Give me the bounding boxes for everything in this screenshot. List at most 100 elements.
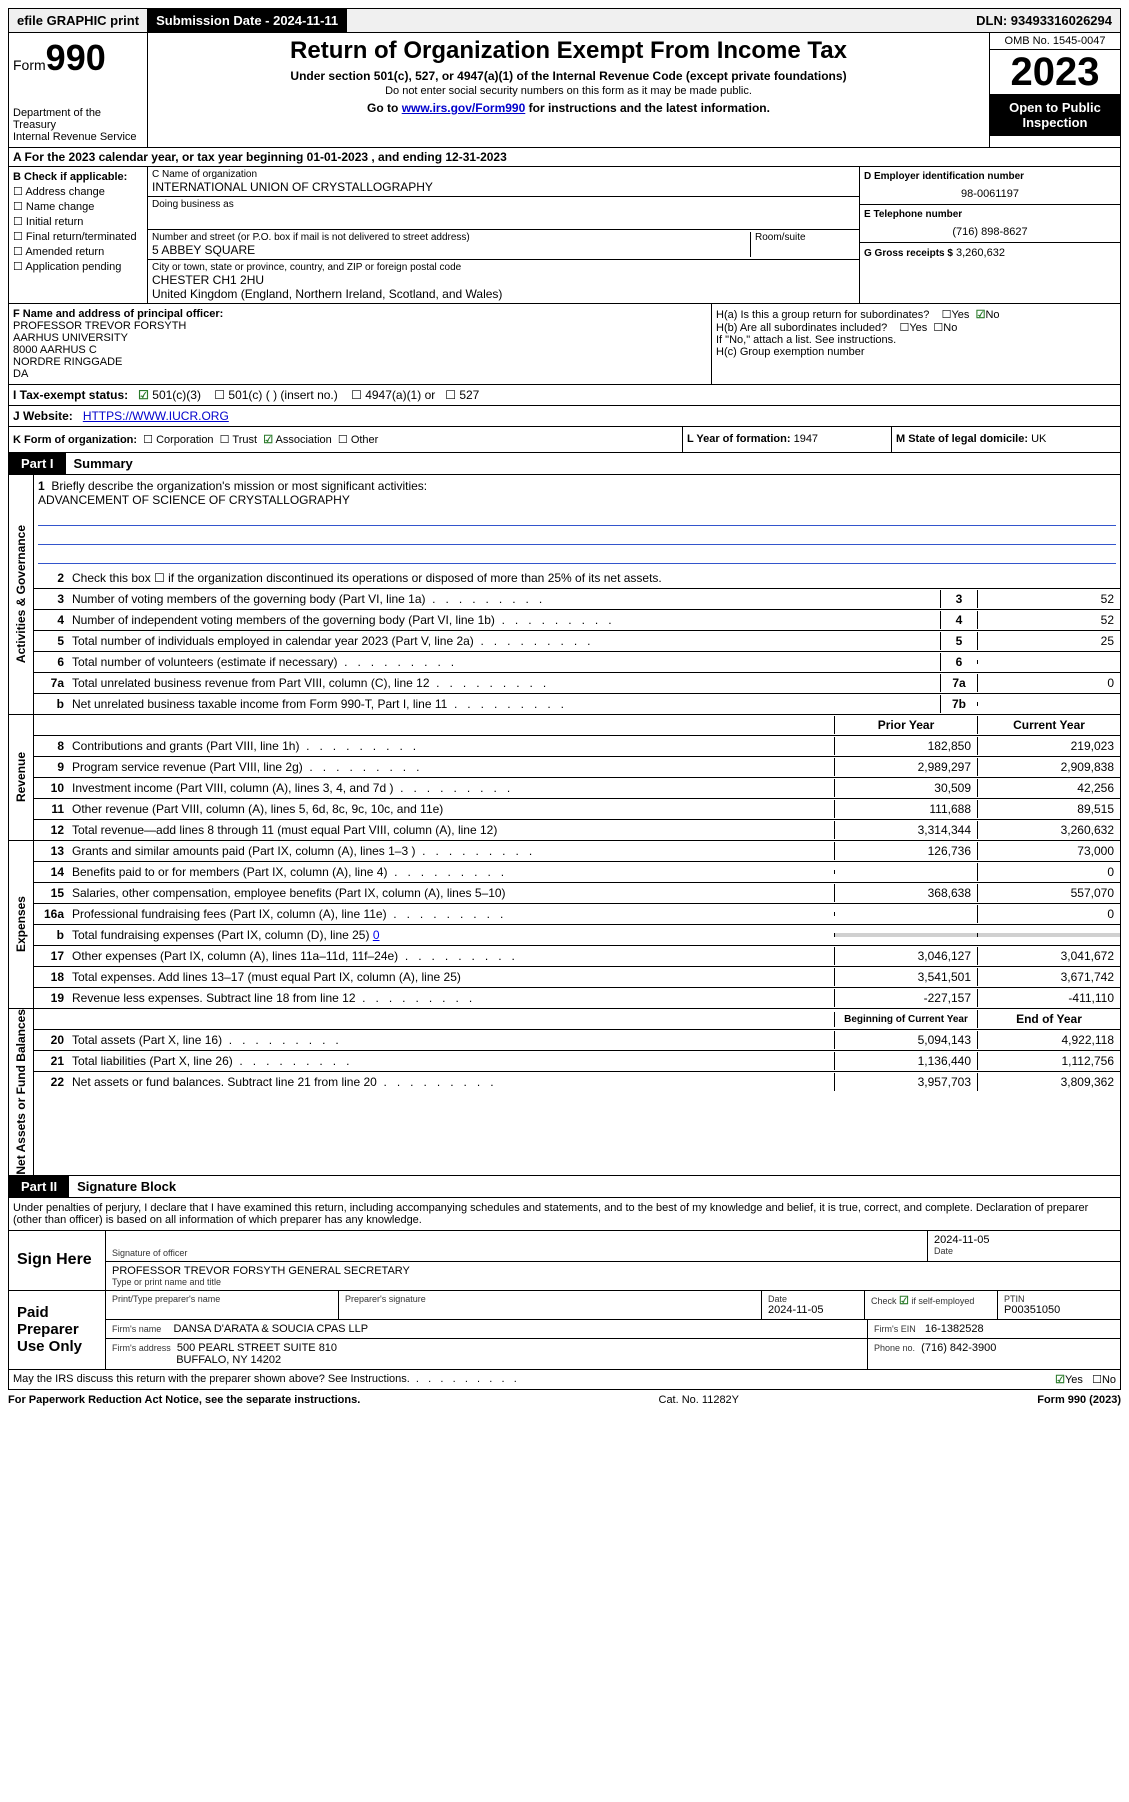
- line-7b: bNet unrelated business taxable income f…: [34, 694, 1120, 714]
- line-14-text: Benefits paid to or for members (Part IX…: [72, 865, 387, 879]
- line-17-prior: 3,046,127: [834, 947, 977, 965]
- opt-trust[interactable]: Trust: [232, 434, 257, 446]
- chk-final-return[interactable]: Final return/terminated: [13, 230, 143, 243]
- line-11-text: Other revenue (Part VIII, column (A), li…: [72, 802, 443, 816]
- top-bar: efile GRAPHIC print Submission Date - 20…: [8, 8, 1121, 33]
- revenue-header-row: Prior Year Current Year: [34, 715, 1120, 736]
- opt-association[interactable]: Association: [276, 434, 332, 446]
- paid-body: Print/Type preparer's name Preparer's si…: [106, 1291, 1120, 1369]
- line-22-prior: 3,957,703: [834, 1073, 977, 1091]
- line-13-prior: 126,736: [834, 842, 977, 860]
- officer-line-3: 8000 AARHUS C: [13, 344, 707, 356]
- line-13-text: Grants and similar amounts paid (Part IX…: [72, 844, 415, 858]
- officer-line-1: PROFESSOR TREVOR FORSYTH: [13, 320, 707, 332]
- header-center: Return of Organization Exempt From Incom…: [148, 33, 989, 147]
- mission-label: Briefly describe the organization's miss…: [51, 479, 427, 493]
- sig-name-value: PROFESSOR TREVOR FORSYTH GENERAL SECRETA…: [112, 1265, 1114, 1277]
- checkmark-icon: ☑: [138, 388, 149, 402]
- address-label: Number and street (or P.O. box if mail i…: [152, 232, 750, 243]
- goto-link[interactable]: www.irs.gov/Form990: [402, 101, 526, 115]
- header-right: OMB No. 1545-0047 2023 Open to Public In…: [989, 33, 1120, 147]
- opt-corporation[interactable]: Corporation: [156, 434, 213, 446]
- opt-4947[interactable]: 4947(a)(1) or: [365, 388, 435, 402]
- line-16a-prior: [834, 912, 977, 916]
- line-16b-text: Total fundraising expenses (Part IX, col…: [72, 928, 373, 942]
- line-16a-curr: 0: [977, 905, 1120, 923]
- sig-officer: Signature of officer: [106, 1231, 928, 1261]
- hb-no[interactable]: No: [943, 322, 957, 334]
- ha-no[interactable]: No: [985, 309, 999, 321]
- line-7b-text: Net unrelated business taxable income fr…: [72, 697, 447, 711]
- revenue-body: Prior Year Current Year 8Contributions a…: [34, 715, 1120, 840]
- firm-phone-value: (716) 842-3900: [921, 1342, 996, 1354]
- sig-row-1: Signature of officer 2024-11-05 Date: [106, 1231, 1120, 1262]
- officer-line-4: NORDRE RINGGADE: [13, 356, 707, 368]
- block-bcd: B Check if applicable: Address change Na…: [8, 167, 1121, 304]
- preparer-date-label: Date: [768, 1294, 858, 1304]
- chk-address-change[interactable]: Address change: [13, 185, 143, 198]
- preparer-sig-label: Preparer's signature: [345, 1294, 755, 1304]
- dept-treasury: Department of the Treasury: [13, 107, 143, 131]
- ha-row: H(a) Is this a group return for subordin…: [716, 308, 1116, 321]
- form-990: 990: [46, 37, 106, 78]
- part-1-header: Part I Summary: [8, 453, 1121, 475]
- group-return-block: H(a) Is this a group return for subordin…: [711, 304, 1120, 384]
- tel-label: E Telephone number: [864, 209, 1116, 220]
- paid-preparer-label: Paid Preparer Use Only: [9, 1291, 106, 1369]
- line-10-curr: 42,256: [977, 779, 1120, 797]
- gross-label: G Gross receipts $: [864, 248, 953, 259]
- line-21-text: Total liabilities (Part X, line 26): [72, 1054, 233, 1068]
- line-16b: bTotal fundraising expenses (Part IX, co…: [34, 925, 1120, 946]
- mission-underline: [38, 547, 1116, 564]
- form-label: Form: [13, 57, 46, 73]
- line-16a: 16aProfessional fundraising fees (Part I…: [34, 904, 1120, 925]
- goto-pre: Go to: [367, 101, 402, 115]
- tel-value: (716) 898-8627: [864, 226, 1116, 238]
- ein-value: 98-0061197: [864, 188, 1116, 200]
- chk-name-change[interactable]: Name change: [13, 200, 143, 213]
- preparer-date-cell: Date 2024-11-05: [762, 1291, 865, 1319]
- line-18-curr: 3,671,742: [977, 968, 1120, 986]
- chk-initial-return[interactable]: Initial return: [13, 215, 143, 228]
- footer-left: For Paperwork Reduction Act Notice, see …: [8, 1394, 360, 1406]
- discuss-no[interactable]: No: [1102, 1374, 1116, 1386]
- opt-527[interactable]: 527: [459, 388, 479, 402]
- chk-application-pending[interactable]: Application pending: [13, 260, 143, 273]
- selfemp-pre: Check: [871, 1296, 899, 1306]
- checkmark-icon: ☑: [899, 1295, 909, 1307]
- discuss-question: May the IRS discuss this return with the…: [13, 1373, 410, 1385]
- sig-officer-label: Signature of officer: [112, 1248, 921, 1258]
- line-12-prior: 3,314,344: [834, 821, 977, 839]
- line-16b-link[interactable]: 0: [373, 928, 380, 942]
- opt-501c3[interactable]: 501(c)(3): [152, 388, 201, 402]
- line-22: 22Net assets or fund balances. Subtract …: [34, 1072, 1120, 1092]
- org-name-label: C Name of organization: [152, 169, 855, 180]
- officer-label: F Name and address of principal officer:: [13, 308, 707, 320]
- ha-yes[interactable]: Yes: [951, 309, 969, 321]
- line-16b-curr: [977, 933, 1120, 937]
- line-5-text: Total number of individuals employed in …: [72, 634, 474, 648]
- hb-yes[interactable]: Yes: [909, 322, 927, 334]
- officer-line-5: DA: [13, 368, 707, 380]
- website-link[interactable]: HTTPS://WWW.IUCR.ORG: [83, 409, 229, 423]
- tax-year: 2023: [990, 50, 1120, 94]
- opt-other[interactable]: Other: [351, 434, 379, 446]
- city-value: CHESTER CH1 2HU: [152, 273, 855, 287]
- line-19-curr: -411,110: [977, 989, 1120, 1007]
- line-2-text: Check this box ☐ if the organization dis…: [70, 569, 1120, 587]
- line-21-prior: 1,136,440: [834, 1052, 977, 1070]
- state-domicile: M State of legal domicile: UK: [891, 427, 1120, 452]
- line-15-curr: 557,070: [977, 884, 1120, 902]
- sign-body: Signature of officer 2024-11-05 Date PRO…: [106, 1231, 1120, 1290]
- omb-number: OMB No. 1545-0047: [990, 33, 1120, 50]
- discuss-yes[interactable]: Yes: [1065, 1374, 1083, 1386]
- line-8: 8Contributions and grants (Part VIII, li…: [34, 736, 1120, 757]
- sign-here-block: Sign Here Signature of officer 2024-11-0…: [8, 1231, 1121, 1291]
- gross-cell: G Gross receipts $ 3,260,632: [860, 243, 1120, 263]
- chk-amended-return[interactable]: Amended return: [13, 245, 143, 258]
- line-12-text: Total revenue—add lines 8 through 11 (mu…: [72, 823, 497, 837]
- firm-ein-value: 16-1382528: [925, 1323, 984, 1335]
- vlabel-expenses: Expenses: [9, 841, 34, 1008]
- opt-501c[interactable]: 501(c) ( ) (insert no.): [228, 388, 337, 402]
- principal-officer: F Name and address of principal officer:…: [9, 304, 711, 384]
